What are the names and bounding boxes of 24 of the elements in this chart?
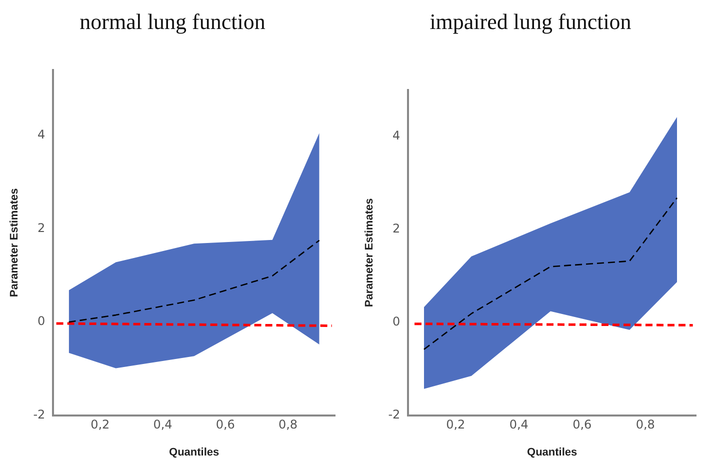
y-tick-label: 2: [38, 220, 46, 235]
y-axis-title: Parameter Estimates: [8, 188, 21, 298]
x-axis-title: Quantiles: [169, 446, 220, 458]
chart-title: normal lung function: [78, 8, 266, 36]
x-axis-title: Quantiles: [527, 446, 578, 458]
x-tick-label: 0,6: [572, 418, 592, 432]
y-axis-title: Parameter Estimates: [364, 198, 376, 308]
x-tick-label: 0,6: [216, 418, 235, 432]
y-tick-label: 4: [38, 127, 46, 142]
x-tick-label: 0,8: [278, 418, 298, 432]
x-tick-label: 0,4: [509, 418, 528, 432]
line-series: [423, 197, 678, 350]
chart-title: impaired lung function: [428, 8, 632, 36]
y-tick-label: 0: [38, 314, 46, 328]
y-tick-label: 2: [392, 222, 400, 236]
line-series: [68, 240, 320, 323]
x-tick-label: 0,8: [636, 418, 655, 432]
y-tick-label: 4: [392, 128, 400, 143]
x-tick-label: 0,2: [90, 418, 110, 432]
y-tick-label: -2: [388, 408, 400, 422]
x-tick-label: 0,4: [153, 418, 172, 432]
y-tick-label: 0: [392, 314, 400, 329]
x-tick-label: 0,2: [446, 418, 466, 432]
y-tick-label: -2: [33, 408, 46, 422]
